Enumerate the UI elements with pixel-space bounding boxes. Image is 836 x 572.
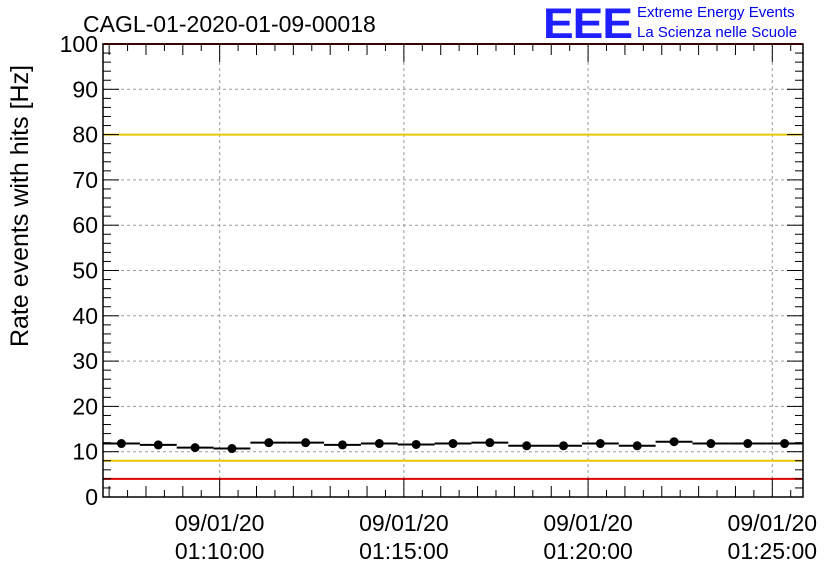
axes — [102, 43, 804, 498]
data-point — [190, 443, 200, 453]
y-tick-label: 40 — [72, 303, 98, 329]
reference-lines — [103, 43, 803, 480]
x-tick-label-date: 09/01/20 — [175, 510, 265, 536]
data-point — [227, 444, 237, 454]
x-tick-label-time: 01:20:00 — [543, 538, 633, 564]
data-point — [301, 438, 311, 448]
y-tick-label: 80 — [72, 122, 98, 148]
plot-frame — [102, 43, 804, 498]
y-tick-label: 10 — [72, 439, 98, 465]
y-tick-label: 0 — [85, 484, 98, 510]
data-point — [780, 439, 790, 449]
data-point — [264, 438, 274, 448]
data-point — [743, 439, 753, 449]
data-point — [595, 439, 605, 449]
x-tick-label-time: 01:15:00 — [359, 538, 449, 564]
data-point — [559, 441, 569, 451]
y-tick-label: 100 — [60, 31, 98, 57]
data-series — [103, 437, 803, 454]
y-tick-label: 70 — [72, 167, 98, 193]
data-point — [669, 437, 679, 447]
x-tick-label-time: 01:25:00 — [728, 538, 818, 564]
chart-title: CAGL-01-2020-01-09-00018 — [83, 11, 376, 37]
data-point — [485, 438, 495, 448]
y-tick-label: 20 — [72, 393, 98, 419]
data-point — [522, 441, 532, 451]
data-point — [706, 439, 716, 449]
y-tick-label: 50 — [72, 258, 98, 284]
y-tick-labels: 0 10 20 30 40 50 60 70 80 90 100 — [60, 31, 98, 510]
logo-line-1: Extreme Energy Events — [637, 4, 795, 21]
data-point — [411, 439, 421, 449]
logo-line-2: La Scienza nelle Scuole — [637, 24, 798, 41]
data-point — [632, 441, 642, 451]
data-point — [153, 440, 163, 450]
grid-lines — [103, 44, 803, 497]
data-point — [337, 440, 347, 450]
y-tick-label: 30 — [72, 348, 98, 374]
y-tick-label: 90 — [72, 76, 98, 102]
x-tick-label-date: 09/01/20 — [728, 510, 818, 536]
data-point — [116, 439, 126, 449]
x-tick-label-date: 09/01/20 — [543, 510, 633, 536]
x-tick-label-time: 01:10:00 — [175, 538, 265, 564]
eee-logo-mark: EEE — [543, 0, 633, 48]
y-tick-label: 60 — [72, 212, 98, 238]
x-tick-labels: 09/01/2001:10:0009/01/2001:15:0009/01/20… — [175, 510, 817, 564]
data-point — [374, 439, 384, 449]
x-tick-label-date: 09/01/20 — [359, 510, 449, 536]
y-axis-label: Rate events with hits [Hz] — [6, 65, 34, 347]
data-point — [448, 439, 458, 449]
